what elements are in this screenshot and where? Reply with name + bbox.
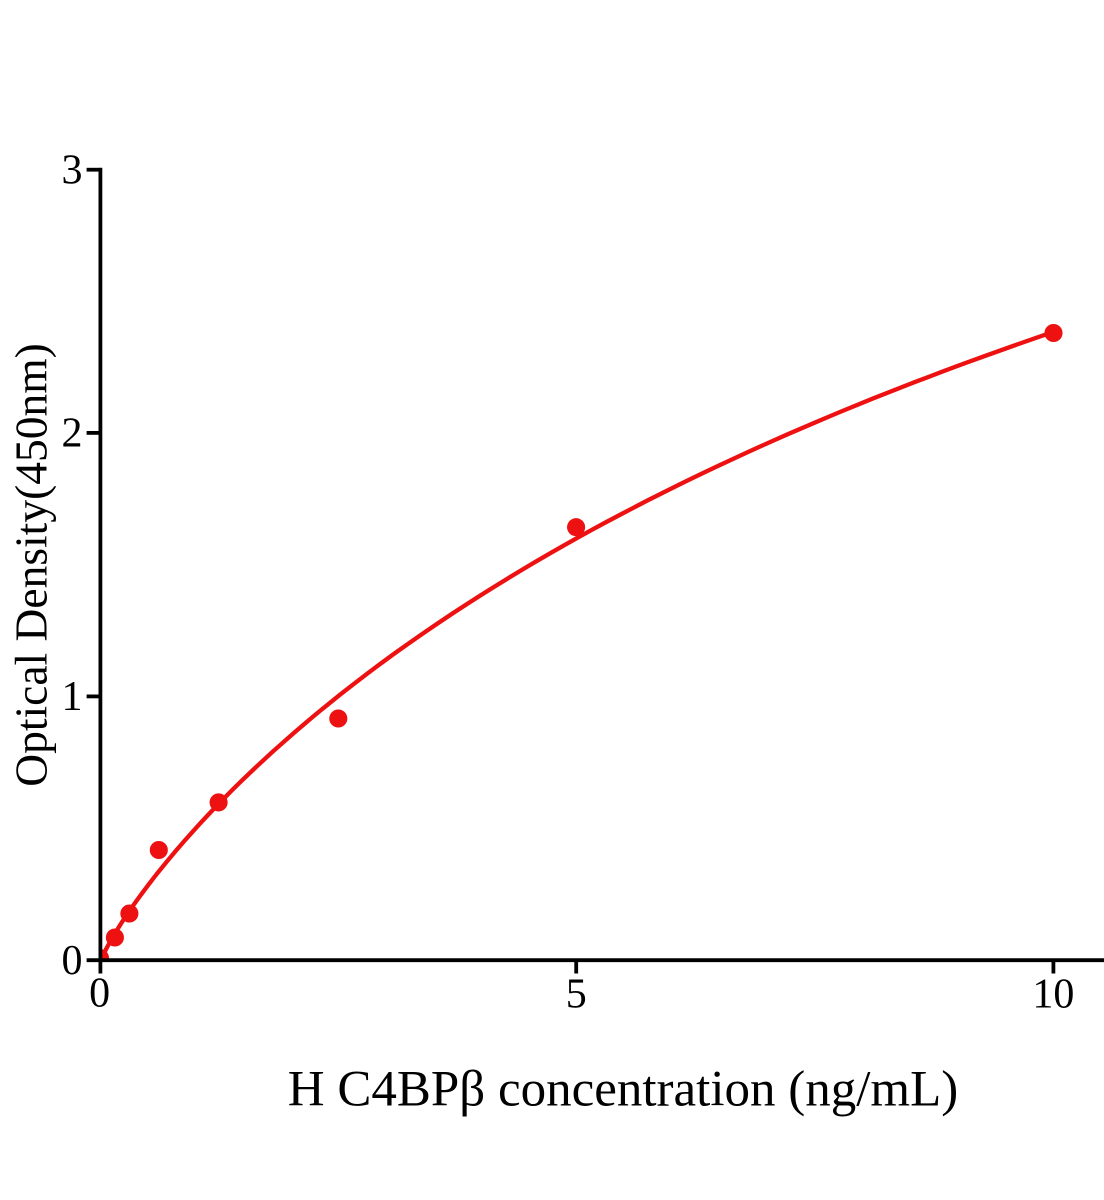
svg-text:0: 0 — [62, 938, 83, 984]
svg-text:10: 10 — [1032, 972, 1074, 1018]
svg-text:1: 1 — [62, 674, 83, 720]
svg-text:Optical Density(450nm): Optical Density(450nm) — [6, 343, 57, 787]
svg-text:0: 0 — [89, 971, 110, 1017]
svg-text:2: 2 — [62, 411, 83, 457]
svg-text:H C4BPβ concentration (ng/mL): H C4BPβ concentration (ng/mL) — [288, 1062, 958, 1118]
svg-text:3: 3 — [62, 147, 83, 193]
svg-text:5: 5 — [566, 972, 587, 1018]
